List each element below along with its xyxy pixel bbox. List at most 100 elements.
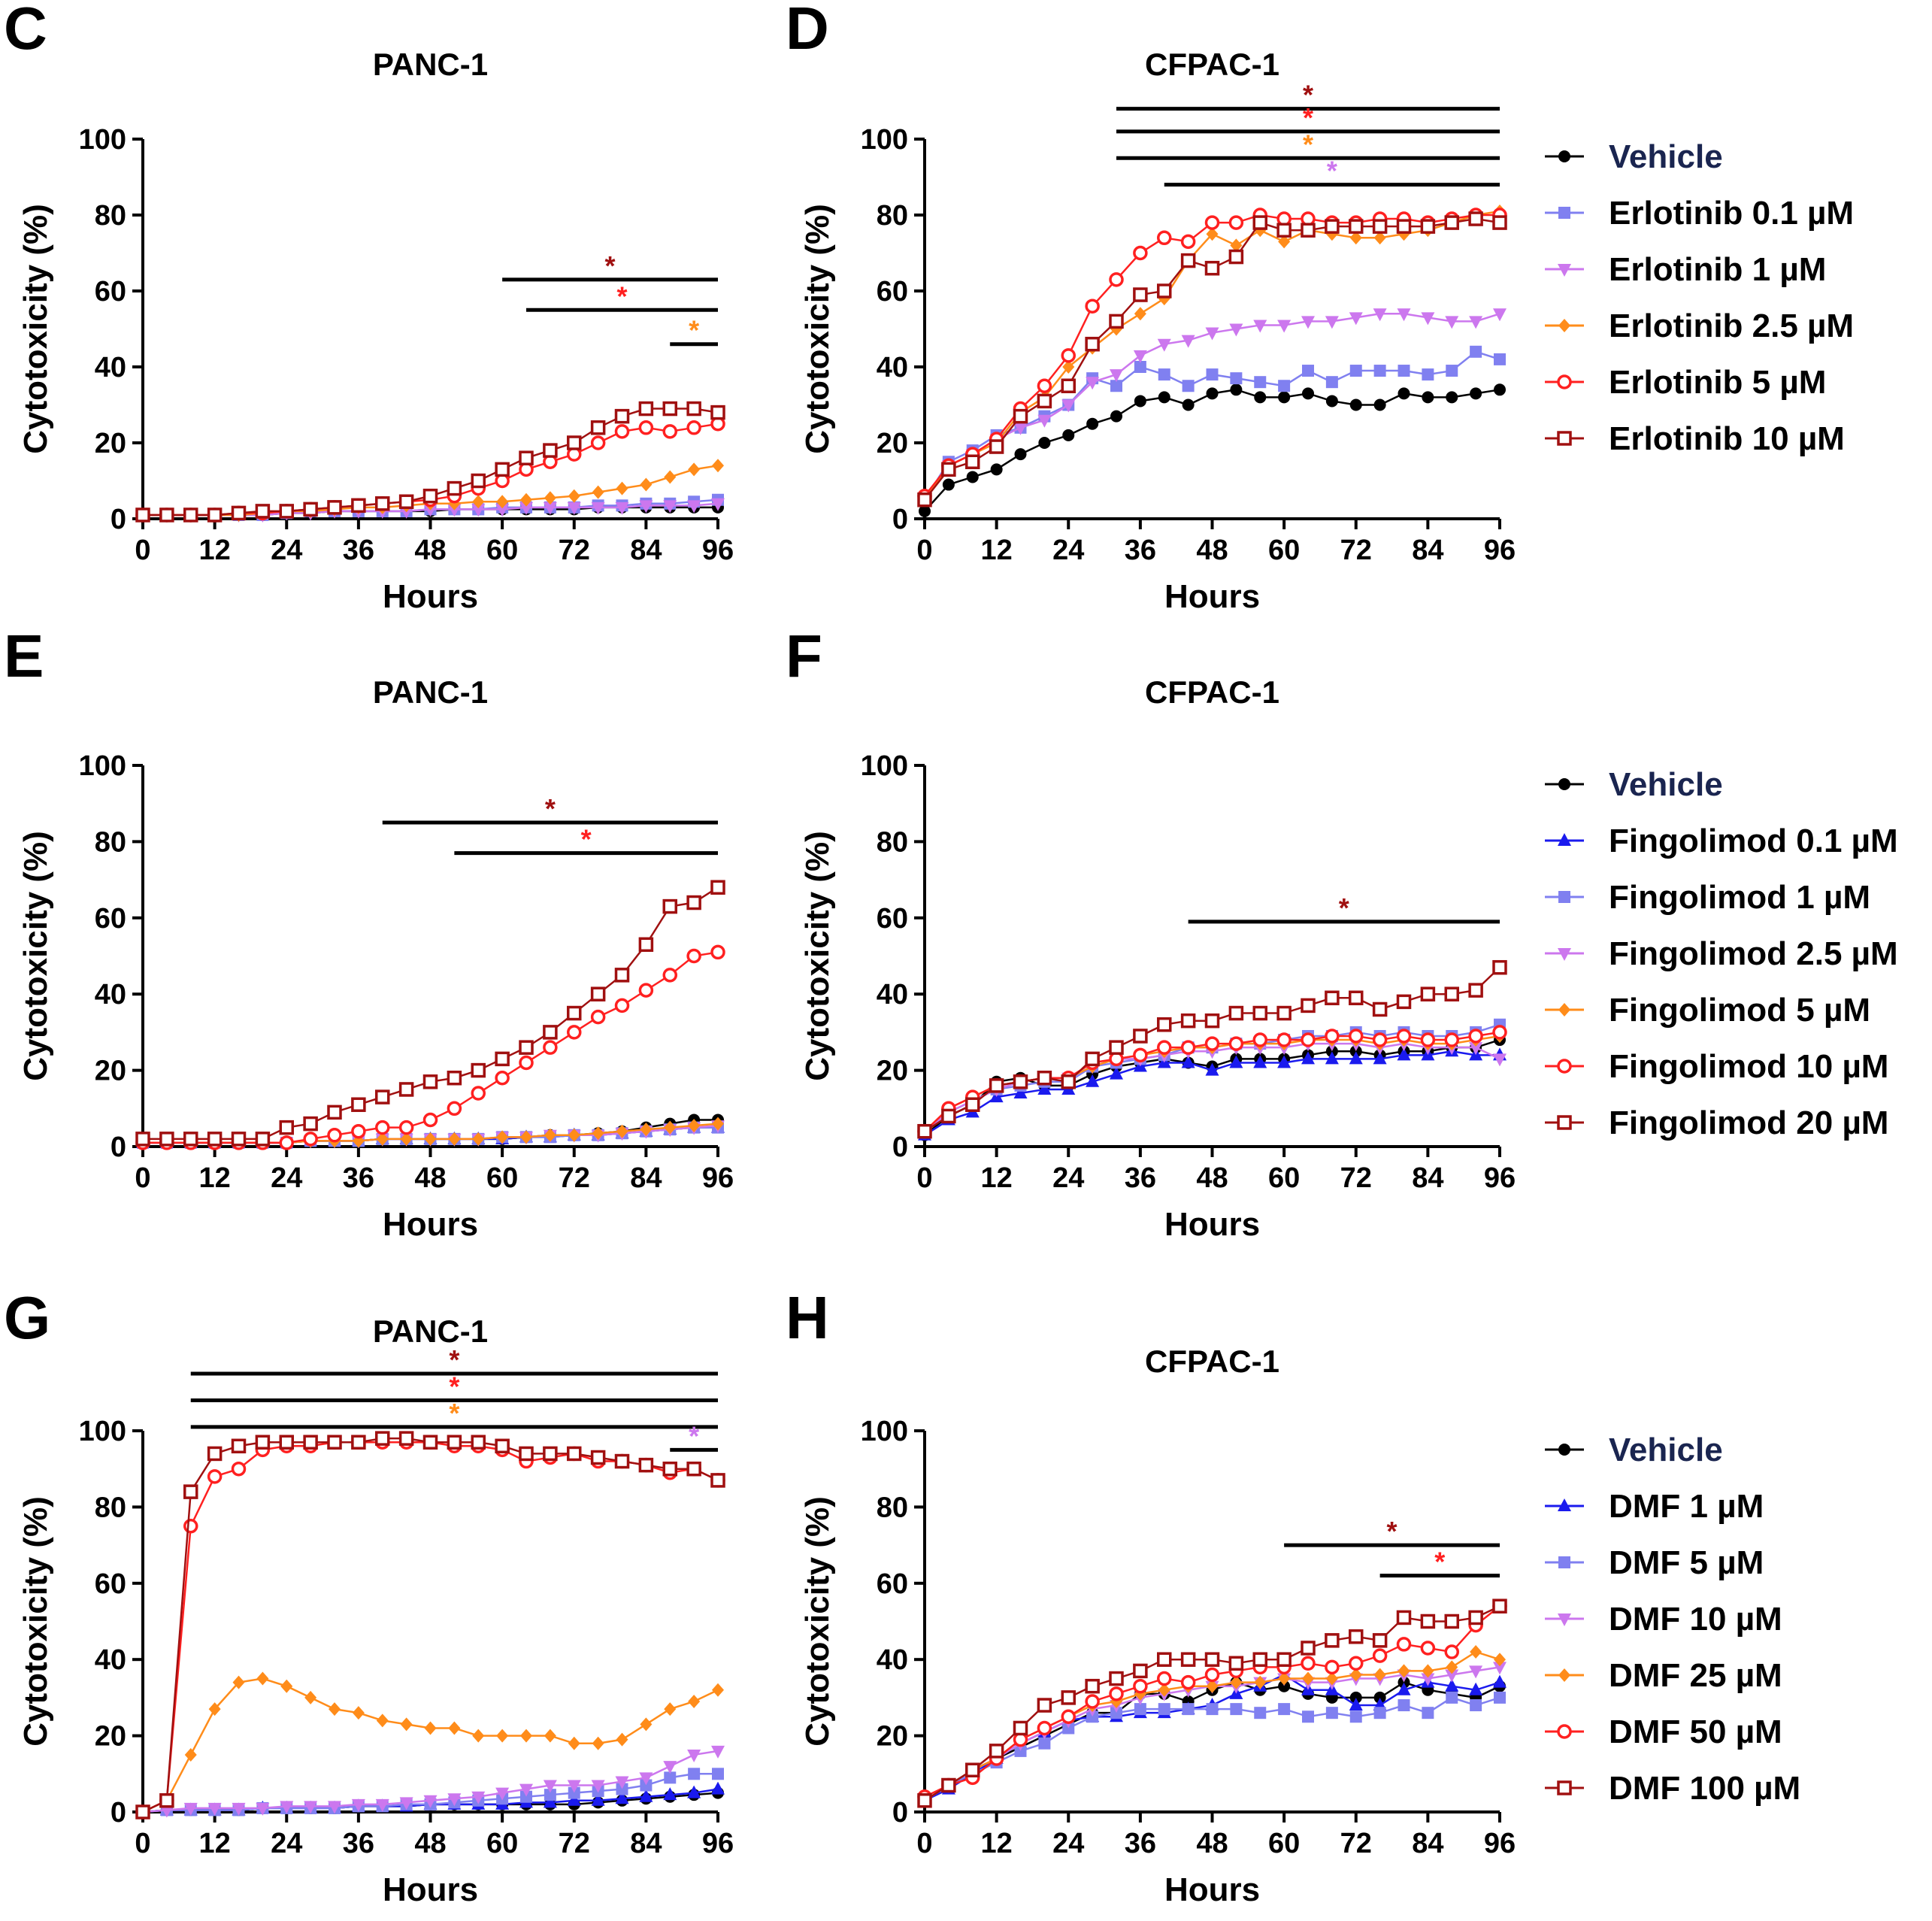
y-axis-label: Cytotoxicity (%) bbox=[17, 1496, 54, 1746]
data-point bbox=[1349, 219, 1364, 234]
x-tick-label: 48 bbox=[414, 535, 446, 566]
chart-title: CFPAC-1 bbox=[1145, 674, 1279, 710]
data-point bbox=[1444, 1644, 1459, 1659]
x-tick-label: 24 bbox=[1052, 535, 1084, 566]
series-fingolimod-20-m bbox=[917, 959, 1507, 1139]
data-point bbox=[1445, 316, 1459, 329]
data-point bbox=[447, 1070, 462, 1086]
data-point bbox=[1133, 1047, 1148, 1063]
data-point bbox=[568, 1786, 580, 1799]
legend-item: Fingolimod 2.5 µM bbox=[1545, 935, 1898, 972]
y-tick-label: 20 bbox=[877, 1721, 908, 1753]
y-tick-label: 60 bbox=[95, 276, 126, 308]
y-axis-label: Cytotoxicity (%) bbox=[17, 831, 54, 1080]
panel-letter: F bbox=[786, 623, 822, 689]
data-point bbox=[1396, 1610, 1412, 1626]
data-point bbox=[1061, 1074, 1076, 1089]
data-point bbox=[1301, 223, 1316, 238]
x-tick-label: 48 bbox=[1196, 535, 1228, 566]
data-point bbox=[1181, 335, 1195, 348]
data-point bbox=[1062, 429, 1075, 441]
x-tick-label: 48 bbox=[1196, 1162, 1228, 1194]
data-point bbox=[1110, 1707, 1122, 1720]
data-point bbox=[664, 1771, 677, 1784]
data-point bbox=[1037, 1070, 1052, 1086]
data-point bbox=[1061, 399, 1076, 413]
data-point bbox=[1492, 215, 1507, 230]
data-point bbox=[1278, 1671, 1291, 1686]
x-tick-label: 84 bbox=[630, 1162, 662, 1194]
data-point bbox=[590, 435, 606, 450]
data-point bbox=[183, 1519, 198, 1534]
data-point bbox=[471, 1435, 486, 1450]
data-point bbox=[568, 1736, 580, 1750]
data-point bbox=[663, 500, 677, 514]
data-point bbox=[1204, 1013, 1220, 1029]
data-point bbox=[543, 1040, 558, 1055]
panel-letter: C bbox=[4, 0, 47, 62]
data-point bbox=[422, 488, 438, 504]
data-point bbox=[616, 1124, 628, 1138]
legend: Vehicle Erlotinib 0.1 µM Erlotinib 1 µM Erl… bbox=[1545, 138, 1854, 457]
data-point bbox=[1325, 376, 1338, 389]
data-point bbox=[1109, 1040, 1124, 1055]
data-point bbox=[207, 1132, 223, 1147]
data-point bbox=[1349, 312, 1363, 326]
data-point bbox=[1301, 316, 1315, 329]
data-point bbox=[638, 937, 654, 953]
data-point bbox=[639, 500, 653, 514]
y-tick-label: 100 bbox=[79, 1416, 126, 1447]
data-point bbox=[351, 1798, 365, 1812]
legend-marker bbox=[1557, 1059, 1572, 1074]
y-tick-label: 60 bbox=[877, 903, 908, 935]
data-point bbox=[1373, 398, 1386, 411]
significance-star: * bbox=[1327, 156, 1337, 186]
data-point bbox=[1373, 365, 1386, 377]
data-point bbox=[1230, 1675, 1243, 1689]
data-point bbox=[1373, 231, 1386, 245]
x-tick-label: 96 bbox=[702, 1828, 734, 1859]
legend-label: Vehicle bbox=[1609, 138, 1723, 175]
chart-title: PANC-1 bbox=[373, 674, 488, 710]
y-tick-label: 40 bbox=[877, 1644, 908, 1676]
significance-star: * bbox=[449, 1398, 459, 1429]
data-point bbox=[1206, 227, 1219, 241]
data-point bbox=[471, 473, 486, 489]
legend-marker bbox=[1558, 1003, 1570, 1017]
data-point bbox=[1230, 238, 1243, 253]
x-tick-label: 24 bbox=[1052, 1162, 1084, 1194]
data-point bbox=[917, 1793, 932, 1808]
data-point bbox=[448, 1132, 461, 1146]
data-point bbox=[1422, 368, 1434, 381]
data-point bbox=[1349, 365, 1362, 377]
x-tick-label: 12 bbox=[980, 1828, 1012, 1859]
data-point bbox=[1446, 1691, 1458, 1704]
data-point bbox=[687, 500, 701, 514]
data-point bbox=[424, 1721, 437, 1735]
data-point bbox=[662, 898, 677, 914]
legend-label: Vehicle bbox=[1609, 766, 1723, 803]
data-point bbox=[1301, 1641, 1316, 1656]
data-point bbox=[135, 508, 150, 523]
data-point bbox=[1445, 1669, 1459, 1683]
significance-star: * bbox=[545, 793, 556, 824]
data-point bbox=[519, 501, 533, 515]
data-point bbox=[592, 1736, 604, 1750]
data-point bbox=[686, 895, 701, 911]
data-point bbox=[520, 1729, 532, 1743]
data-point bbox=[184, 1747, 197, 1762]
data-point bbox=[1398, 1664, 1410, 1678]
data-point bbox=[543, 1446, 558, 1462]
data-point bbox=[1278, 235, 1291, 249]
legend-marker bbox=[1558, 948, 1571, 961]
y-tick-label: 20 bbox=[877, 428, 908, 459]
data-point bbox=[687, 1749, 701, 1762]
legend-marker bbox=[1558, 1444, 1570, 1456]
data-point bbox=[398, 1082, 414, 1097]
data-point bbox=[1301, 1656, 1316, 1671]
data-point bbox=[543, 1780, 557, 1793]
data-point bbox=[590, 1450, 606, 1465]
data-point bbox=[567, 1792, 581, 1806]
legend-marker bbox=[1557, 374, 1572, 389]
